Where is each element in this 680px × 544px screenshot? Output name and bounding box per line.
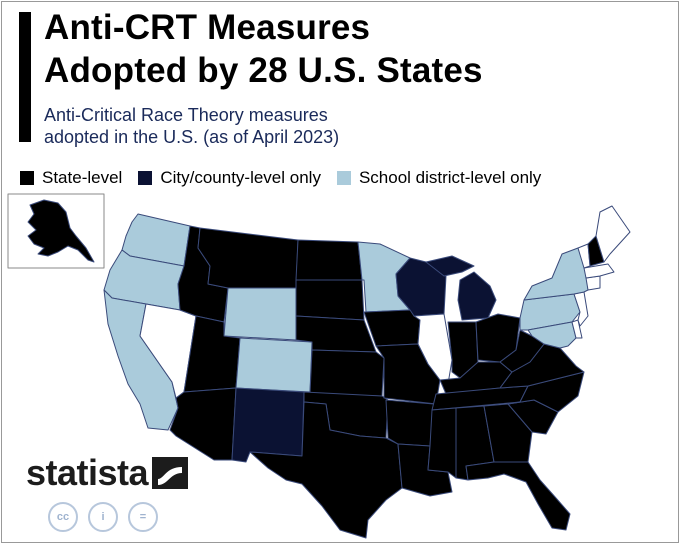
cc-icon: cc	[48, 502, 78, 532]
legend: State-level City/county-level only Schoo…	[20, 168, 557, 188]
legend-item-city-county: City/county-level only	[138, 168, 321, 188]
state-AZ	[169, 387, 237, 461]
state-SD	[295, 279, 365, 321]
legend-item-school-district: School district-level only	[336, 168, 542, 188]
legend-label: School district-level only	[358, 168, 542, 187]
legend-item-state-level: State-level	[20, 168, 122, 188]
state-MT	[197, 227, 299, 289]
brand-name: statista	[26, 452, 149, 493]
state-NM	[231, 387, 305, 463]
chart-subtitle: Anti-Critical Race Theory measures adopt…	[44, 105, 340, 147]
state-WY	[223, 287, 297, 341]
state-KS	[309, 349, 385, 397]
state-MI	[425, 255, 497, 321]
state-CO	[235, 337, 313, 393]
state-ND	[295, 239, 363, 281]
state-IA	[363, 309, 421, 347]
legend-swatch-state-level	[20, 171, 34, 185]
license-icons: cc i =	[48, 502, 168, 532]
state-NY	[523, 247, 589, 301]
state-MS	[427, 407, 457, 479]
state-ME	[595, 205, 631, 263]
state-DE	[571, 319, 583, 339]
state-WV	[499, 329, 545, 373]
attribution-icon: i	[88, 502, 118, 532]
statista-logo: statista	[26, 452, 189, 494]
state-AR	[385, 399, 435, 447]
state-TX	[249, 401, 403, 539]
chart-title: Anti-CRT Measures Adopted by 28 U.S. Sta…	[44, 8, 483, 90]
state-AK	[27, 199, 95, 263]
legend-swatch-school-district	[336, 171, 351, 185]
state-FL	[465, 461, 571, 531]
state-MA	[583, 263, 615, 279]
legend-swatch-city-county	[138, 171, 153, 185]
legend-label: City/county-level only	[160, 168, 321, 187]
legend-label: State-level	[42, 168, 123, 187]
title-accent-bar	[19, 12, 31, 142]
us-map	[7, 193, 631, 539]
statista-logo-icon	[152, 457, 189, 489]
no-derivatives-icon: =	[128, 502, 158, 532]
